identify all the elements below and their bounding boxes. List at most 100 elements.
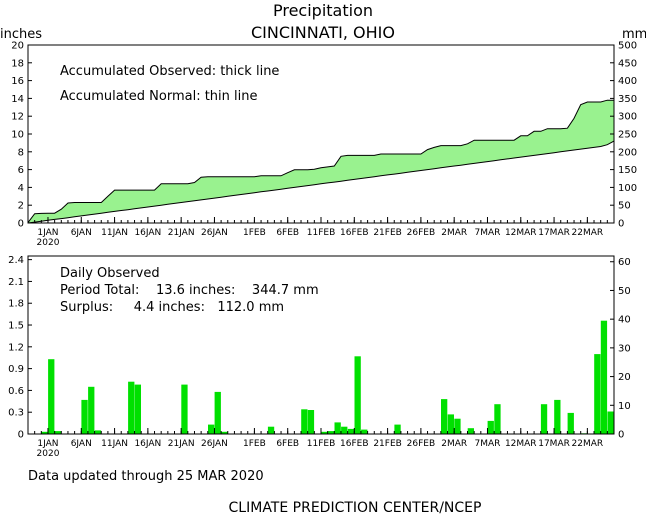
y-tick-label: 1.5 bbox=[8, 321, 24, 332]
x-tick-label: 11FEB bbox=[307, 439, 336, 449]
x-tick-label: 22MAR bbox=[572, 228, 604, 238]
daily-bar bbox=[321, 431, 328, 434]
y-right-tick-label: 100 bbox=[618, 183, 637, 194]
y-right-tick-label: 0 bbox=[618, 219, 624, 230]
daily-bar bbox=[94, 430, 102, 434]
y-right-tick-label: 30 bbox=[618, 343, 631, 354]
x-tick-label: 12MAR bbox=[505, 228, 537, 238]
x-tick-label: 6JAN bbox=[71, 228, 92, 238]
x-tick-label: 17MAR bbox=[538, 228, 570, 238]
daily-bar bbox=[354, 356, 361, 434]
chart-title: Precipitation bbox=[273, 1, 373, 20]
y-right-tick-label: 150 bbox=[618, 165, 637, 176]
y-tick-label: 0.9 bbox=[8, 364, 24, 375]
y-tick-label: 8 bbox=[18, 147, 24, 158]
y-tick-label: 14 bbox=[11, 94, 24, 105]
y-tick-label: 4 bbox=[18, 183, 24, 194]
daily-bar bbox=[594, 354, 601, 434]
y-tick-label: 0 bbox=[18, 219, 24, 230]
y-tick-label: 1.2 bbox=[8, 342, 24, 353]
y-tick-label: 0.3 bbox=[8, 408, 24, 419]
daily-bar bbox=[600, 320, 608, 434]
daily-bar bbox=[301, 409, 308, 434]
footer-credit: CLIMATE PREDICTION CENTER/NCEP bbox=[229, 500, 482, 516]
daily-bar bbox=[394, 424, 401, 434]
x-tick-label: 6FEB bbox=[276, 439, 299, 449]
updated-note: Data updated through 25 MAR 2020 bbox=[28, 469, 264, 484]
x-tick-label: 11JAN bbox=[101, 439, 128, 449]
daily-bar bbox=[208, 424, 215, 434]
daily-bar bbox=[128, 381, 135, 434]
chart-location: CINCINNATI, OHIO bbox=[251, 23, 395, 42]
daily-heading: Daily Observed bbox=[60, 266, 160, 281]
y-right-tick-label: 500 bbox=[618, 41, 637, 52]
x-tick-label: 26FEB bbox=[407, 228, 436, 238]
daily-bar bbox=[54, 431, 62, 434]
y-right-tick-label: 50 bbox=[618, 201, 631, 212]
x-tick-label: 21JAN bbox=[168, 439, 195, 449]
daily-bar bbox=[221, 431, 228, 434]
x-tick-label: 21FEB bbox=[373, 439, 402, 449]
surplus-area bbox=[28, 100, 614, 223]
x-tick-label: 1JAN bbox=[37, 228, 58, 238]
y-right-tick-label: 50 bbox=[618, 286, 631, 297]
daily-bar bbox=[181, 384, 188, 434]
y-tick-label: 1.8 bbox=[8, 299, 24, 310]
daily-bar bbox=[487, 420, 494, 434]
x-year-label: 2020 bbox=[37, 238, 60, 248]
y-right-tick-label: 60 bbox=[618, 257, 631, 268]
x-tick-label: 21FEB bbox=[373, 228, 402, 238]
x-tick-label: 7MAR bbox=[475, 439, 501, 449]
daily-bar bbox=[494, 404, 501, 434]
daily-bar bbox=[441, 399, 448, 434]
daily-bar bbox=[447, 414, 454, 434]
accumulated-panel: 0246810121416182005010015020025030035040… bbox=[11, 41, 637, 249]
x-tick-label: 1FEB bbox=[243, 228, 266, 238]
y-right-tick-label: 0 bbox=[618, 430, 624, 441]
x-tick-label: 6JAN bbox=[71, 439, 92, 449]
y-tick-label: 0.6 bbox=[8, 386, 24, 397]
y-tick-label: 2 bbox=[18, 201, 24, 212]
daily-bar bbox=[347, 428, 355, 434]
x-year-label: 2020 bbox=[37, 449, 60, 459]
daily-bar bbox=[540, 404, 548, 434]
y-tick-label: 16 bbox=[11, 76, 24, 87]
observed-line bbox=[27, 99, 614, 223]
y-right-tick-label: 20 bbox=[618, 372, 631, 383]
y-right-tick-label: 40 bbox=[618, 315, 631, 326]
x-tick-label: 11FEB bbox=[307, 228, 336, 238]
daily-bar bbox=[454, 418, 461, 434]
right-unit-label: mm bbox=[622, 27, 646, 42]
daily-panel: 0 0.3 0.6 0.9 1.2 1.5 1.8 2.1 2.4 0 10 20 30 40 50 60 1… bbox=[8, 255, 631, 459]
daily-bar bbox=[81, 399, 88, 434]
accumulated-frame bbox=[27, 44, 615, 224]
y-right-tick-label: 200 bbox=[618, 147, 637, 158]
daily-bar bbox=[554, 399, 561, 434]
y-right-tick-label: 250 bbox=[618, 130, 637, 141]
x-tick-label: 2MAR bbox=[441, 439, 467, 449]
daily-frame bbox=[27, 255, 615, 435]
y-tick-label: 2.1 bbox=[8, 277, 24, 288]
x-tick-label: 26JAN bbox=[201, 228, 228, 238]
y-tick-label: 0 bbox=[18, 430, 24, 441]
daily-bar bbox=[134, 384, 141, 434]
daily-bar bbox=[88, 386, 95, 434]
y-right-tick-label: 400 bbox=[618, 76, 637, 87]
daily-bar-layer bbox=[41, 320, 614, 435]
y-tick-label: 10 bbox=[11, 130, 24, 141]
daily-bar bbox=[327, 431, 335, 434]
daily-bar bbox=[341, 426, 348, 434]
x-tick-label: 16FEB bbox=[340, 439, 369, 449]
x-tick-label: 16JAN bbox=[134, 228, 161, 238]
left-unit-label: inches bbox=[0, 27, 42, 42]
x-tick-label: 1JAN bbox=[37, 439, 58, 449]
surplus: Surplus: 4.4 inches: 112.0 mm bbox=[60, 300, 284, 315]
y-right-tick-label: 300 bbox=[618, 112, 637, 123]
x-tick-label: 21JAN bbox=[168, 228, 195, 238]
daily-date-labels: 1JAN 6JAN 11JAN 16JAN 21JAN 26JAN 1FEB 6FEB 11FE… bbox=[37, 439, 604, 459]
x-tick-label: 22MAR bbox=[572, 439, 604, 449]
x-tick-label: 6FEB bbox=[276, 228, 299, 238]
y-tick-label: 18 bbox=[11, 58, 24, 69]
x-tick-label: 16FEB bbox=[340, 228, 369, 238]
